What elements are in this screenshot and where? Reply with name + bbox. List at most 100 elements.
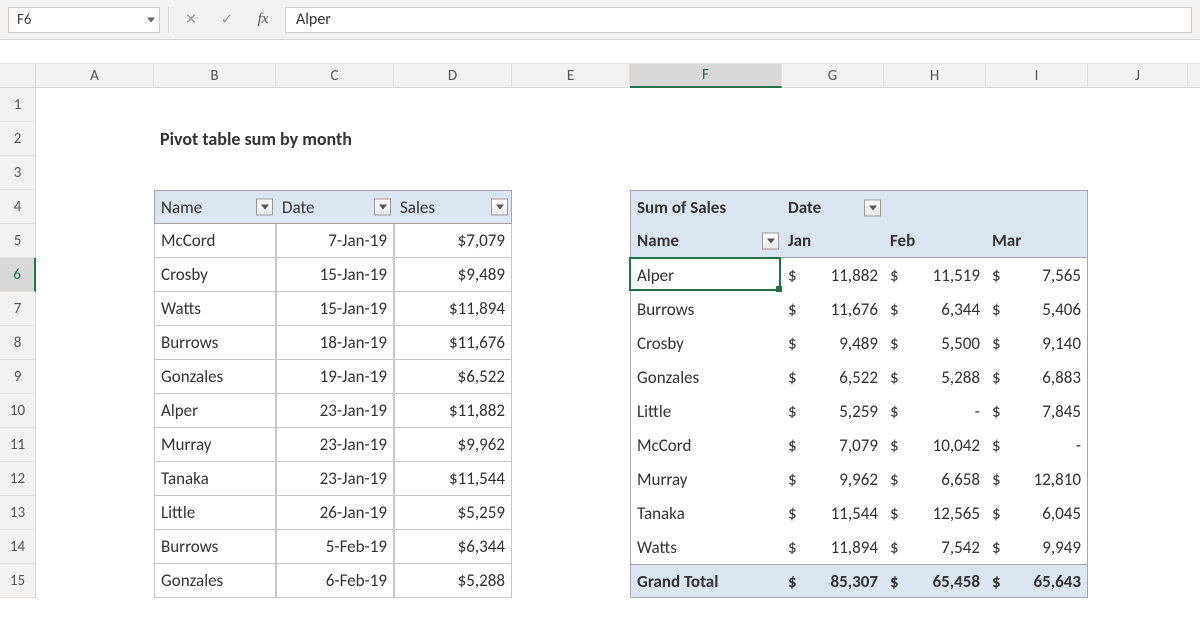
cell[interactable] <box>512 190 630 224</box>
pivot-value-cell[interactable]: $11,519 <box>884 258 986 292</box>
cell[interactable]: Pivot table sum by month <box>154 122 276 156</box>
insert-function-icon[interactable]: fx <box>249 11 277 28</box>
cell[interactable] <box>512 496 630 530</box>
cell[interactable] <box>512 156 630 190</box>
pivot-value-cell[interactable]: $11,544 <box>782 496 884 530</box>
pivot-col-filter-icon[interactable] <box>864 199 881 216</box>
cell[interactable] <box>394 156 512 190</box>
column-header-J[interactable]: J <box>1088 64 1188 88</box>
table-cell-date[interactable]: 6-Feb-19 <box>276 564 394 598</box>
cell[interactable] <box>1088 156 1188 190</box>
cell[interactable] <box>154 156 276 190</box>
table-cell-date[interactable]: 19-Jan-19 <box>276 360 394 394</box>
cell[interactable] <box>512 360 630 394</box>
cell[interactable] <box>1088 122 1188 156</box>
cell[interactable] <box>512 530 630 564</box>
pivot-month-header[interactable]: Feb <box>884 224 986 258</box>
cell[interactable] <box>276 122 394 156</box>
cell[interactable] <box>512 428 630 462</box>
cell[interactable] <box>36 88 154 122</box>
pivot-grand-total-value[interactable]: $65,458 <box>884 564 986 598</box>
column-header-C[interactable]: C <box>276 64 394 88</box>
filter-dropdown-icon[interactable] <box>256 199 273 216</box>
cell[interactable] <box>36 190 154 224</box>
cell[interactable] <box>36 564 154 598</box>
table-cell-date[interactable]: 23-Jan-19 <box>276 462 394 496</box>
cell[interactable] <box>36 326 154 360</box>
column-header-F[interactable]: F <box>630 64 782 88</box>
pivot-value-cell[interactable]: $6,522 <box>782 360 884 394</box>
row-header-15[interactable]: 15 <box>0 564 36 598</box>
pivot-row-name[interactable]: Burrows <box>630 292 782 326</box>
table-cell-date[interactable]: 26-Jan-19 <box>276 496 394 530</box>
cell[interactable] <box>36 156 154 190</box>
cell[interactable] <box>986 156 1088 190</box>
pivot-value-cell[interactable]: $9,962 <box>782 462 884 496</box>
table-cell-name[interactable]: Alper <box>154 394 276 428</box>
table-cell-name[interactable]: Murray <box>154 428 276 462</box>
table-cell-name[interactable]: Burrows <box>154 326 276 360</box>
cell[interactable] <box>782 88 884 122</box>
name-box[interactable]: F6 <box>8 7 160 33</box>
table-cell-date[interactable]: 15-Jan-19 <box>276 292 394 326</box>
pivot-value-cell[interactable]: $9,489 <box>782 326 884 360</box>
cell[interactable] <box>36 122 154 156</box>
cell[interactable] <box>276 156 394 190</box>
cell[interactable] <box>36 360 154 394</box>
table-cell-date[interactable]: 5-Feb-19 <box>276 530 394 564</box>
table-cell-sales[interactable]: $11,894 <box>394 292 512 326</box>
row-header-2[interactable]: 2 <box>0 122 36 156</box>
table-cell-name[interactable]: Little <box>154 496 276 530</box>
pivot-row-name[interactable]: Crosby <box>630 326 782 360</box>
cell[interactable] <box>512 122 630 156</box>
column-header-D[interactable]: D <box>394 64 512 88</box>
table-cell-sales[interactable]: $6,522 <box>394 360 512 394</box>
column-header-E[interactable]: E <box>512 64 630 88</box>
cell[interactable] <box>512 462 630 496</box>
cell[interactable] <box>630 88 782 122</box>
cell[interactable] <box>36 292 154 326</box>
cell[interactable] <box>36 462 154 496</box>
pivot-value-cell[interactable]: $7,542 <box>884 530 986 564</box>
pivot-month-header[interactable]: Mar <box>986 224 1088 258</box>
cell[interactable] <box>394 88 512 122</box>
cell[interactable] <box>1088 326 1188 360</box>
cell[interactable] <box>986 190 1088 224</box>
column-header-B[interactable]: B <box>154 64 276 88</box>
pivot-value-cell[interactable]: $5,288 <box>884 360 986 394</box>
table-cell-sales[interactable]: $5,259 <box>394 496 512 530</box>
table-cell-sales[interactable]: $9,962 <box>394 428 512 462</box>
filter-dropdown-icon[interactable] <box>491 199 508 216</box>
table-cell-sales[interactable]: $11,544 <box>394 462 512 496</box>
pivot-row-name[interactable]: Tanaka <box>630 496 782 530</box>
pivot-value-cell[interactable]: $12,565 <box>884 496 986 530</box>
cell[interactable] <box>1088 190 1188 224</box>
column-header-A[interactable]: A <box>36 64 154 88</box>
row-header-13[interactable]: 13 <box>0 496 36 530</box>
row-header-9[interactable]: 9 <box>0 360 36 394</box>
cell[interactable] <box>1088 292 1188 326</box>
cell[interactable] <box>1088 530 1188 564</box>
cell[interactable] <box>782 156 884 190</box>
row-header-6[interactable]: 6 <box>0 258 36 292</box>
cell[interactable] <box>1088 462 1188 496</box>
pivot-value-cell[interactable]: $11,894 <box>782 530 884 564</box>
cell[interactable] <box>36 530 154 564</box>
cell[interactable] <box>512 224 630 258</box>
cell[interactable] <box>1088 224 1188 258</box>
row-header-14[interactable]: 14 <box>0 530 36 564</box>
column-header-G[interactable]: G <box>782 64 884 88</box>
table-header[interactable]: Date <box>276 190 394 224</box>
cell[interactable] <box>630 122 782 156</box>
cell[interactable] <box>1088 564 1188 598</box>
table-cell-name[interactable]: McCord <box>154 224 276 258</box>
cell[interactable] <box>36 496 154 530</box>
cell[interactable] <box>986 122 1088 156</box>
table-cell-name[interactable]: Watts <box>154 292 276 326</box>
cell[interactable] <box>1088 360 1188 394</box>
column-header-H[interactable]: H <box>884 64 986 88</box>
table-header[interactable]: Sales <box>394 190 512 224</box>
filter-dropdown-icon[interactable] <box>374 199 391 216</box>
pivot-value-cell[interactable]: $6,344 <box>884 292 986 326</box>
table-cell-sales[interactable]: $5,288 <box>394 564 512 598</box>
